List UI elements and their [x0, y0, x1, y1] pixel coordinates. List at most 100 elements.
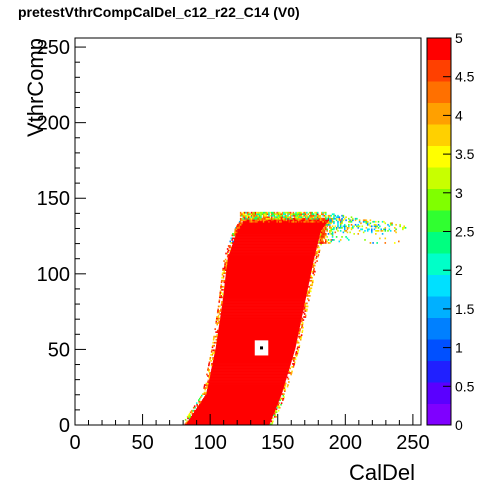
- heatmap-cell: [342, 225, 345, 228]
- heatmap-cell: [380, 229, 383, 232]
- heatmap-cell: [312, 263, 315, 265]
- heatmap-cell: [373, 223, 376, 226]
- heatmap-cell: [275, 216, 277, 219]
- heatmap-cell: [365, 222, 368, 225]
- heatmap-cell: [346, 226, 349, 229]
- heatmap-cell: [238, 222, 241, 225]
- heatmap-cell: [296, 341, 299, 344]
- heatmap-cells: [184, 211, 407, 426]
- heatmap-cell: [376, 242, 378, 244]
- heatmap-cell: [299, 219, 301, 222]
- heatmap-cell: [302, 311, 305, 314]
- heatmap-cell: [223, 269, 226, 272]
- heatmap-cell: [207, 379, 210, 382]
- heatmap-cell: [315, 252, 317, 255]
- heatmap-cell: [366, 220, 369, 223]
- heatmap-cell-row: [220, 316, 302, 318]
- heatmap-cell: [295, 352, 297, 355]
- heatmap-cell: [205, 391, 207, 394]
- heatmap-cell: [191, 411, 193, 414]
- heatmap-cell: [338, 219, 341, 222]
- heatmap-cell: [303, 316, 305, 318]
- heatmap-cell: [298, 214, 300, 217]
- heatmap-cell: [225, 267, 227, 270]
- heatmap-cell: [227, 251, 229, 253]
- heatmap-cell: [252, 220, 254, 223]
- heatmap-cell: [188, 412, 191, 415]
- heatmap-cell: [322, 213, 324, 216]
- heatmap-cell: [258, 213, 261, 216]
- heatmap-cell: [333, 214, 335, 217]
- heatmap-cell: [248, 213, 250, 216]
- y-tick-label: 250: [37, 37, 70, 59]
- heatmap-cell: [222, 269, 224, 272]
- heatmap-cell: [245, 217, 247, 220]
- heatmap-cell: [269, 423, 272, 426]
- heatmap-cell: [333, 213, 335, 216]
- heatmap-cell: [320, 236, 323, 238]
- heatmap-cell: [245, 220, 247, 223]
- heatmap-cell-row: [214, 352, 294, 355]
- heatmap-cell: [254, 211, 257, 214]
- heatmap-cell: [250, 217, 253, 220]
- heatmap-cell: [292, 211, 295, 214]
- heatmap-cell: [276, 405, 279, 408]
- heatmap-cell: [308, 220, 311, 223]
- heatmap-cell: [337, 223, 339, 226]
- heatmap-cell: [220, 291, 223, 294]
- heatmap-cell-row: [201, 400, 279, 403]
- heatmap-cell: [331, 220, 334, 223]
- heatmap-cell: [260, 211, 262, 214]
- x-tick-label: 0: [69, 432, 80, 454]
- heatmap-cell: [310, 275, 312, 278]
- heatmap-cell: [206, 373, 208, 376]
- heatmap-cell: [243, 216, 246, 219]
- heatmap-cell: [342, 216, 345, 219]
- heatmap-cell: [296, 219, 299, 222]
- heatmap-cell: [281, 216, 284, 219]
- heatmap-cell: [243, 219, 246, 222]
- heatmap-cell: [269, 220, 272, 223]
- heatmap-cell-row: [223, 290, 308, 293]
- heatmap-cell: [393, 242, 396, 244]
- heatmap-cell: [225, 266, 227, 268]
- heatmap-cell: [322, 220, 324, 223]
- heatmap-cell: [264, 217, 266, 220]
- heatmap-cell: [298, 217, 300, 220]
- heatmap-cell: [304, 305, 306, 308]
- heatmap-cell: [237, 223, 239, 226]
- heatmap-cell: [188, 415, 190, 418]
- heatmap-cell: [377, 226, 380, 229]
- heatmap-cell: [376, 225, 378, 228]
- heatmap-cell: [321, 237, 324, 240]
- heatmap-cell: [284, 385, 286, 388]
- heatmap-cell: [279, 220, 281, 223]
- heatmap-cell: [216, 335, 218, 338]
- heatmap-cell: [287, 219, 289, 222]
- heatmap-cell: [302, 213, 304, 216]
- heatmap-cell: [208, 370, 210, 373]
- heatmap-cell: [292, 358, 294, 361]
- heatmap-cell-row: [230, 249, 317, 252]
- heatmap-cell: [226, 255, 229, 258]
- x-axis: 0 50 100 150 200 250: [69, 414, 430, 454]
- heatmap-cell: [337, 216, 339, 219]
- heatmap-cell: [395, 228, 397, 231]
- heatmap-cell: [320, 211, 323, 214]
- heatmap-cell: [317, 255, 319, 258]
- heatmap-cell: [246, 214, 249, 217]
- heatmap-cell-row: [222, 298, 306, 300]
- heatmap-cell: [232, 234, 235, 237]
- heatmap-cell: [289, 213, 292, 216]
- heatmap-cell: [273, 213, 276, 216]
- heatmap-cell: [280, 403, 282, 406]
- heatmap-cell: [285, 216, 288, 219]
- heatmap-cell: [315, 211, 318, 214]
- heatmap-cell: [246, 216, 249, 219]
- heatmap-cell: [296, 213, 299, 216]
- heatmap-cell: [334, 214, 337, 217]
- heatmap-cell: [220, 302, 223, 305]
- heatmap-cell: [264, 219, 266, 222]
- heatmap-cell: [277, 214, 280, 217]
- heatmap-cell: [284, 213, 287, 216]
